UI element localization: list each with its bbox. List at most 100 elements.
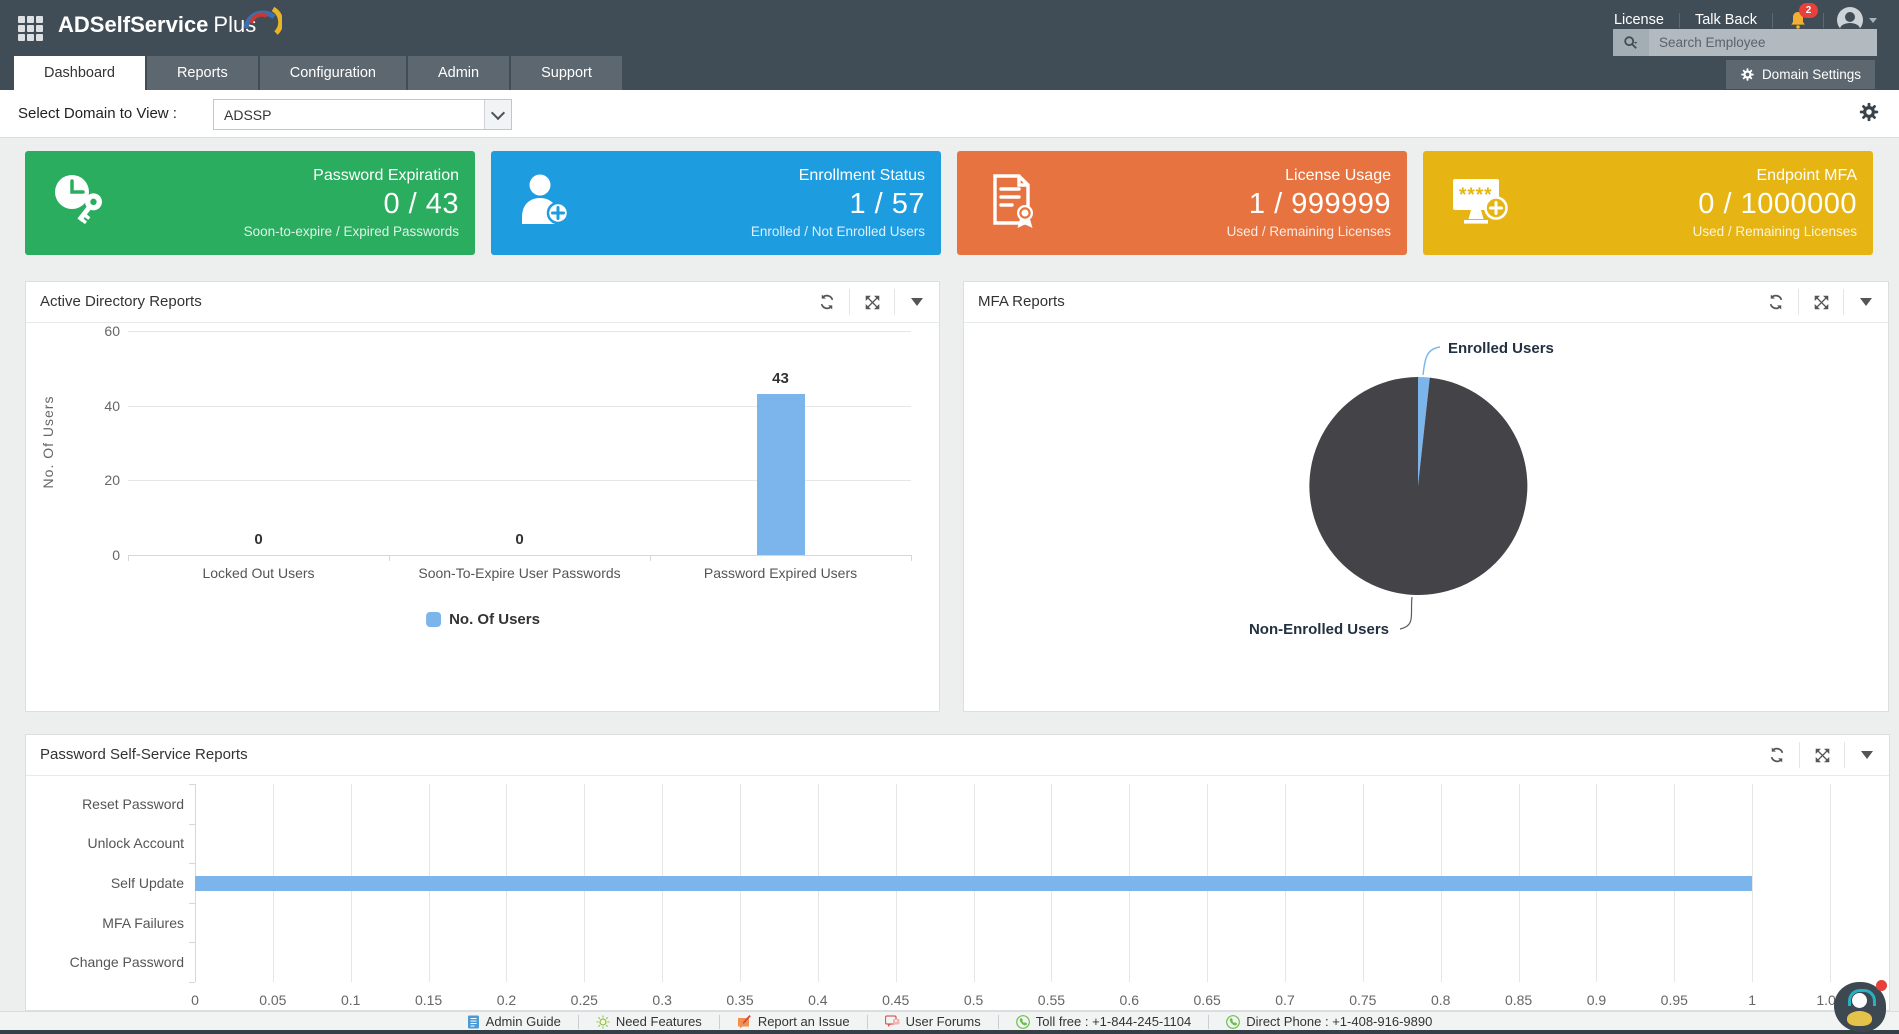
- gridline: [1752, 784, 1754, 982]
- y-tick-label: 20: [104, 472, 120, 489]
- apps-grid-icon[interactable]: [18, 16, 43, 41]
- domain-select-bar: Select Domain to View : ADSSP: [0, 90, 1899, 138]
- tab-dashboard[interactable]: Dashboard: [14, 56, 147, 90]
- license-link[interactable]: License: [1613, 12, 1664, 28]
- x-tick-label: 0.8: [1430, 992, 1451, 1008]
- refresh-icon[interactable]: [805, 289, 849, 315]
- search-icon[interactable]: [1613, 29, 1649, 56]
- footer-link-need-features[interactable]: Need Features: [579, 1014, 720, 1029]
- footer-link-report-an-issue[interactable]: Report an Issue: [720, 1014, 868, 1029]
- bottom-strip: [0, 1030, 1899, 1034]
- refresh-icon[interactable]: [1754, 289, 1798, 315]
- category-label: Soon-To-Expire User Passwords: [418, 565, 621, 581]
- collapse-caret-icon[interactable]: [894, 289, 939, 315]
- gridline: [128, 331, 911, 332]
- x-tick-label: 0.3: [652, 992, 672, 1008]
- tab-admin[interactable]: Admin: [407, 56, 512, 90]
- search-input[interactable]: [1649, 29, 1877, 56]
- footer-link-user-forums[interactable]: User Forums: [868, 1014, 999, 1029]
- talkback-link[interactable]: Talk Back: [1694, 12, 1757, 28]
- x-tick-label: 0: [191, 992, 199, 1008]
- support-chat-icon[interactable]: [1834, 980, 1887, 1032]
- horizontal-bar[interactable]: [195, 875, 1753, 891]
- refresh-icon[interactable]: [1755, 742, 1799, 768]
- card-endpoint-mfa[interactable]: **** Endpoint MFA 0 / 1000000 Used / Remai…: [1423, 151, 1873, 255]
- axis-tick: [189, 902, 195, 904]
- pie-slice-enrolled-users[interactable]: [1418, 376, 1430, 486]
- chart-legend[interactable]: No. Of Users: [426, 611, 540, 628]
- panel-tools: [1754, 289, 1888, 315]
- expand-icon[interactable]: [1798, 289, 1843, 315]
- password-self-service-reports-panel: Password Self-Service Reports 0 0.05 0.1 0.…: [25, 734, 1890, 1011]
- x-tick-label: 0.35: [726, 992, 754, 1008]
- select-dropdown-button[interactable]: [484, 100, 511, 129]
- card-license-usage[interactable]: License Usage 1 / 999999 Used / Remaining …: [957, 151, 1407, 255]
- domain-settings-button[interactable]: Domain Settings: [1725, 60, 1875, 89]
- footer-link-label: Report an Issue: [757, 1014, 850, 1029]
- footer-link-direct-phone[interactable]: Direct Phone : +1-408-916-9890: [1209, 1014, 1449, 1029]
- monitor-plus-icon: ****: [1447, 171, 1511, 229]
- footer-link-admin-guide[interactable]: Admin Guide: [450, 1014, 579, 1029]
- pie-label-enrolled-users: Enrolled Users: [1448, 340, 1554, 357]
- x-tick-label: 0.75: [1349, 992, 1377, 1008]
- card-value: 0 / 43: [383, 188, 459, 220]
- phone-icon: [1015, 1014, 1030, 1029]
- license-doc-icon: [981, 171, 1045, 229]
- gridline: [1830, 784, 1831, 982]
- card-title: Password Expiration: [313, 167, 459, 184]
- card-text: Enrollment Status 1 / 57 Enrolled / Not En…: [751, 151, 925, 255]
- card-value: 1 / 999999: [1248, 188, 1391, 220]
- expand-icon[interactable]: [849, 289, 894, 315]
- main-nav: Dashboard Reports Configuration Admin Suppor…: [0, 56, 1899, 90]
- data-label: 0: [515, 531, 524, 548]
- column-bar[interactable]: [756, 394, 805, 555]
- card-enrollment-status[interactable]: Enrollment Status 1 / 57 Enrolled / Not En…: [491, 151, 941, 255]
- x-tick-label: 1: [1748, 992, 1757, 1008]
- data-label: 43: [772, 370, 789, 388]
- clock-key-icon: [49, 171, 113, 229]
- tab-reports[interactable]: Reports: [146, 56, 260, 90]
- domain-select-label: Select Domain to View :: [18, 105, 177, 122]
- category-label: Password Expired Users: [703, 565, 858, 581]
- pie-slice-non-enrolled-users[interactable]: [1309, 377, 1528, 595]
- card-password-expiration[interactable]: Password Expiration 0 / 43 Soon-to-expire …: [25, 151, 475, 255]
- user-avatar-icon[interactable]: [1824, 7, 1877, 33]
- mfa-reports-panel: MFA Reports Enrolled Users Non-Enrolled U…: [963, 281, 1889, 712]
- logo-main: ADSelfService: [58, 12, 209, 37]
- axis-tick: [128, 555, 129, 561]
- y-axis-title: No. Of Users: [40, 395, 56, 489]
- category-label: MFA Failures: [102, 914, 184, 931]
- category-label: Change Password: [69, 954, 184, 971]
- dashboard-settings-gear-icon[interactable]: [1858, 101, 1880, 123]
- card-title: License Usage: [1285, 167, 1391, 184]
- gridline: [128, 405, 911, 407]
- domain-select-value: ADSSP: [224, 106, 272, 123]
- collapse-caret-icon[interactable]: [1844, 742, 1889, 768]
- axis-tick: [189, 982, 195, 983]
- footer-link-toll-free[interactable]: Toll free : +1-844-245-1104: [999, 1014, 1210, 1029]
- expand-icon[interactable]: [1799, 742, 1844, 768]
- axis-tick: [911, 555, 912, 561]
- panel-title: Active Directory Reports: [40, 293, 202, 310]
- card-title: Endpoint MFA: [1756, 167, 1858, 184]
- notification-bell-icon[interactable]: 2: [1773, 3, 1823, 30]
- footer-link-label: Need Features: [615, 1014, 702, 1029]
- x-axis-line: [128, 555, 911, 556]
- footer-link-label: Admin Guide: [485, 1014, 561, 1029]
- card-text: License Usage 1 / 999999 Used / Remaining …: [1227, 151, 1391, 255]
- app-logo[interactable]: ADSelfService Plus: [58, 6, 282, 38]
- tab-support[interactable]: Support: [511, 56, 624, 90]
- report-issue-icon: [737, 1014, 752, 1029]
- tab-configuration[interactable]: Configuration: [259, 56, 408, 90]
- collapse-caret-icon[interactable]: [1843, 289, 1888, 315]
- domain-select[interactable]: ADSSP: [213, 99, 512, 130]
- x-tick-label: 0.95: [1660, 992, 1688, 1008]
- panel-title: Password Self-Service Reports: [40, 746, 248, 763]
- pie-label-non-enrolled-users: Non-Enrolled Users: [1249, 621, 1389, 638]
- x-tick-label: 0.2: [496, 992, 517, 1008]
- divider: [1678, 12, 1680, 28]
- divider: [1823, 12, 1824, 28]
- active-directory-reports-panel: Active Directory Reports 0 20 40 60 No. Of U…: [25, 281, 940, 712]
- card-text: Password Expiration 0 / 43 Soon-to-expire …: [244, 151, 459, 255]
- chevron-down-icon: [1869, 17, 1877, 23]
